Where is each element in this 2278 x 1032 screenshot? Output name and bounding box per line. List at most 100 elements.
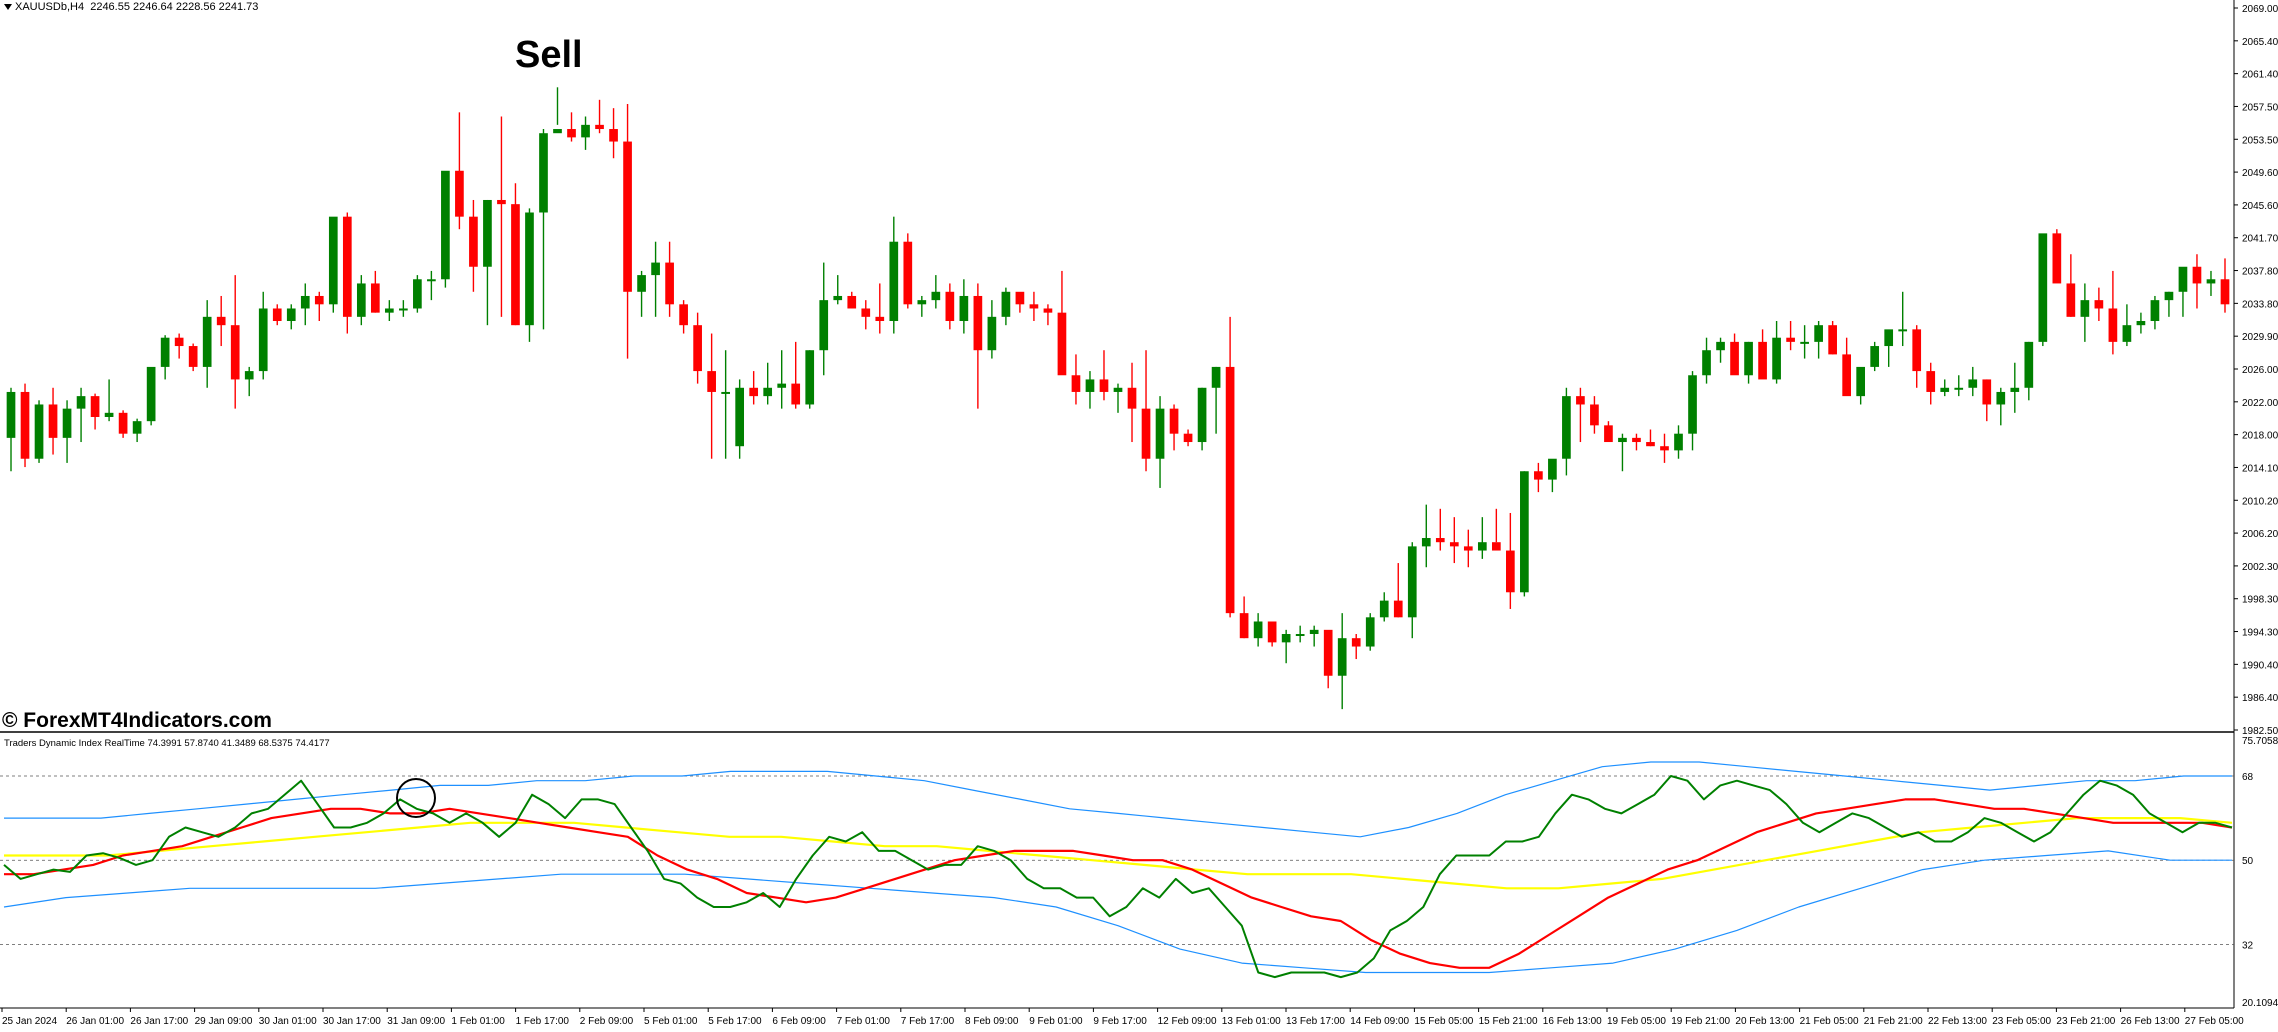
- candle-body: [356, 283, 366, 317]
- candle-body: [427, 279, 436, 282]
- candle-body: [90, 396, 100, 417]
- candle-body: [959, 295, 969, 322]
- candle-body: [917, 300, 927, 305]
- candle-body: [258, 308, 268, 372]
- candle-body: [1407, 546, 1417, 618]
- candle-body: [1730, 341, 1739, 376]
- candle-body: [300, 295, 310, 309]
- candle-body: [1155, 408, 1165, 459]
- candle-body: [314, 295, 324, 305]
- candle-body: [1660, 446, 1669, 451]
- candle-body: [1702, 350, 1711, 376]
- candle-body: [1393, 600, 1403, 618]
- price-label: 2006.20: [2242, 529, 2278, 540]
- candle-body: [469, 216, 478, 267]
- candle-body: [188, 346, 198, 367]
- time-label: 12 Feb 09:00: [1158, 1016, 1217, 1027]
- watermark: © ForexMT4Indicators.com: [2, 709, 272, 732]
- candle-body: [595, 124, 604, 130]
- candle-body: [2094, 300, 2104, 309]
- candle-body: [1127, 387, 1137, 409]
- price-label: 2053.50: [2242, 135, 2278, 146]
- candle-body: [62, 408, 72, 438]
- candle-body: [118, 412, 128, 434]
- candle-body: [511, 204, 520, 326]
- candle-body: [819, 300, 829, 351]
- price-label: 2002.30: [2242, 562, 2278, 573]
- candle-body: [1295, 634, 1305, 637]
- candle-body: [1534, 471, 1543, 480]
- candle-body: [146, 366, 156, 422]
- time-label: 2 Feb 09:00: [580, 1016, 634, 1027]
- price-label: 1990.40: [2242, 660, 2278, 671]
- indicator-values: 74.3991 57.8740 41.3489 68.5375 74.4177: [147, 738, 330, 749]
- time-label: 26 Jan 01:00: [66, 1016, 124, 1027]
- time-label: 31 Jan 09:00: [387, 1016, 445, 1027]
- candle-body: [847, 295, 857, 309]
- candle-body: [104, 412, 114, 417]
- candle-body: [2038, 233, 2048, 342]
- time-label: 26 Jan 17:00: [130, 1016, 188, 1027]
- candle-body: [749, 387, 759, 397]
- candle-body: [1870, 346, 1880, 367]
- candle-body: [370, 283, 380, 313]
- indicator-header: Traders Dynamic Index RealTime 74.3991 5…: [4, 738, 330, 749]
- trade-signal-line: [4, 798, 2233, 969]
- time-label: 23 Feb 05:00: [1992, 1016, 2051, 1027]
- candle-body: [1267, 621, 1277, 643]
- candle-body: [1772, 337, 1781, 380]
- candle-body: [1590, 404, 1599, 426]
- candle-body: [2136, 321, 2146, 326]
- candle-body: [931, 291, 941, 301]
- candle-body: [2206, 279, 2216, 284]
- lower-volatility-band: [3, 850, 2232, 974]
- candle-body: [1449, 542, 1459, 547]
- candle-body: [1197, 387, 1207, 443]
- time-label: 19 Feb 05:00: [1607, 1016, 1666, 1027]
- price-label: 1994.30: [2242, 628, 2278, 639]
- candle-body: [497, 199, 506, 205]
- candle-body: [1982, 379, 1992, 405]
- candle-body: [2010, 387, 2020, 392]
- candle-body: [1506, 550, 1515, 593]
- candle-body: [413, 279, 422, 309]
- upper-volatility-band: [4, 761, 2232, 838]
- candle-body: [1898, 329, 1908, 332]
- candle-body: [1351, 638, 1361, 647]
- signal-circle-marker: [396, 778, 436, 818]
- time-label: 15 Feb 21:00: [1479, 1016, 1538, 1027]
- candle-body: [1996, 391, 2006, 405]
- candle-body: [833, 295, 843, 301]
- time-label: 13 Feb 17:00: [1286, 1016, 1345, 1027]
- candle-body: [2066, 283, 2076, 317]
- candle-body: [1099, 379, 1109, 392]
- time-label: 21 Feb 05:00: [1800, 1016, 1859, 1027]
- time-label: 22 Feb 13:00: [1928, 1016, 1987, 1027]
- candle-body: [1309, 629, 1319, 635]
- collapse-triangle-icon: [4, 3, 12, 10]
- candle-body: [1786, 337, 1795, 342]
- candle-body: [1477, 542, 1487, 551]
- candle-body: [1562, 396, 1571, 459]
- candle-body: [679, 304, 688, 326]
- candle-body: [1744, 341, 1753, 376]
- price-label: 2061.40: [2242, 70, 2278, 81]
- candle-body: [651, 262, 660, 276]
- time-label: 14 Feb 09:00: [1350, 1016, 1409, 1027]
- candle-body: [735, 387, 745, 447]
- time-label: 26 Feb 13:00: [2121, 1016, 2180, 1027]
- candle-body: [1141, 408, 1151, 459]
- candle-body: [1800, 341, 1809, 344]
- level-label: 68: [2242, 772, 2254, 783]
- level-label: 50: [2242, 856, 2254, 867]
- candle-body: [777, 383, 787, 388]
- candle-body: [2108, 308, 2118, 342]
- candle-body: [1435, 538, 1445, 543]
- candle-body: [903, 241, 913, 305]
- candle-body: [174, 337, 184, 347]
- price-label: 1986.40: [2242, 693, 2278, 704]
- candle-body: [76, 396, 86, 409]
- candle-body: [1632, 437, 1641, 443]
